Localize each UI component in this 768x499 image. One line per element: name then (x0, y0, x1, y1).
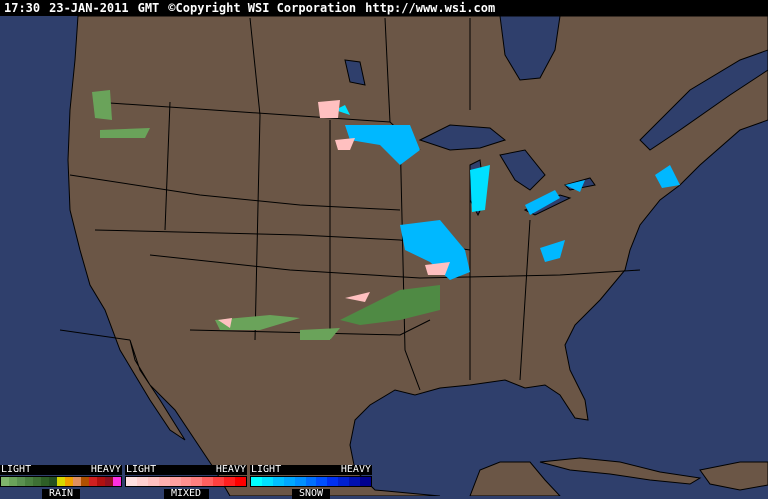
precipitation-mixed (218, 100, 450, 328)
legend-swatch (136, 477, 148, 486)
legend-swatch (126, 477, 137, 486)
precipitation-snow (335, 105, 680, 280)
legend-mixed-light: LIGHT (126, 464, 157, 475)
legend-swatch (41, 477, 49, 486)
legend-swatch (65, 477, 73, 486)
land-hispaniola (699, 461, 768, 491)
legend-swatch (169, 477, 181, 486)
legend-swatch (338, 477, 350, 486)
legend-mixed-scale (125, 476, 247, 487)
hudson-bay (499, 16, 561, 81)
legend-snow-heavy: HEAVY (340, 464, 371, 475)
land-yucatan (469, 461, 561, 496)
legend-swatch (224, 477, 236, 486)
legend-swatch (33, 477, 41, 486)
legend-swatch (213, 477, 225, 486)
st-lawrence (639, 49, 768, 151)
legend-swatch (97, 477, 105, 486)
legend-swatch (202, 477, 214, 486)
legend-mixed-label: MIXED (163, 489, 209, 499)
header-date: 23-JAN-2011 (49, 1, 129, 15)
legend-swatch (294, 477, 306, 486)
legend-swatch (81, 477, 89, 486)
legend-swatch (261, 477, 273, 486)
legend-swatch (180, 477, 192, 486)
precipitation-rain (92, 90, 440, 340)
legend-swatch (57, 477, 65, 486)
legend-mixed: LIGHT HEAVY MIXED (125, 465, 247, 499)
lake-winnipeg (344, 59, 366, 86)
header-copyright: ©Copyright WSI Corporation (168, 1, 357, 15)
legend-swatch (283, 477, 295, 486)
legend-swatch (49, 477, 57, 486)
header-url: http://www.wsi.com (365, 1, 496, 15)
legend-swatch (251, 477, 262, 486)
legend-swatch (73, 477, 81, 486)
land-cuba (539, 457, 702, 485)
legend-swatch (25, 477, 33, 486)
legend-swatch (191, 477, 203, 486)
legend-swatch (327, 477, 339, 486)
legend-swatch (17, 477, 25, 486)
legend-swatch (105, 477, 113, 486)
legend-snow-light: LIGHT (251, 464, 282, 475)
legend-swatch (305, 477, 317, 486)
legend-swatch (316, 477, 328, 486)
radar-map (0, 16, 768, 496)
legend-swatch (147, 477, 159, 486)
legend-swatch (349, 477, 361, 486)
legend-snow-label: SNOW (292, 489, 330, 499)
legend-snow: LIGHT HEAVY SNOW (250, 465, 372, 499)
legend-rain-scale (0, 476, 122, 487)
legend-swatch (9, 477, 17, 486)
lake-huron (499, 149, 546, 191)
map-header: 17:30 23-JAN-2011 GMT ©Copyright WSI Corpor… (0, 0, 768, 16)
header-time: 17:30 (4, 1, 41, 15)
legend-swatch (158, 477, 170, 486)
legend-swatch (89, 477, 97, 486)
legend-swatch (272, 477, 284, 486)
legend-rain-label: RAIN (42, 489, 80, 499)
legend-swatch (1, 477, 9, 486)
legend-mixed-heavy: HEAVY (215, 464, 246, 475)
legend-snow-scale (250, 476, 372, 487)
legend-rain-light: LIGHT (1, 464, 32, 475)
legend-rain: LIGHT HEAVY RAIN (0, 465, 122, 499)
legend-swatch (113, 477, 121, 486)
header-zone: GMT (137, 1, 160, 15)
legend-swatch (235, 477, 246, 486)
legend-rain-heavy: HEAVY (90, 464, 121, 475)
lake-superior (418, 124, 507, 151)
legend-swatch (360, 477, 371, 486)
